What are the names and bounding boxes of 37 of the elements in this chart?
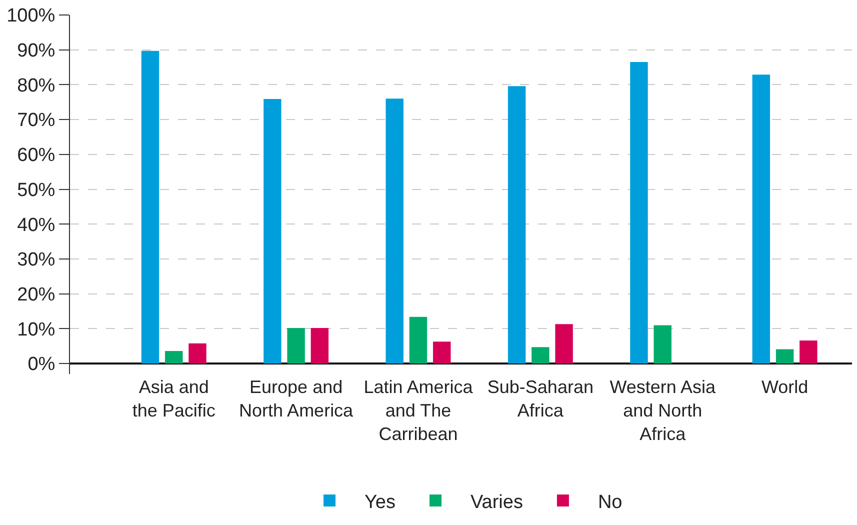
bar — [508, 86, 526, 364]
x-tick-label: World — [761, 377, 808, 397]
bar — [752, 74, 770, 364]
y-tick-label: 50% — [17, 180, 56, 201]
bar — [287, 328, 305, 364]
bar — [264, 99, 282, 364]
x-tick-label: Sub-Saharan Africa — [487, 377, 594, 420]
bar — [386, 98, 404, 364]
bar — [141, 50, 160, 364]
x-tick-label: Asia and the Pacific — [132, 377, 216, 420]
y-tick-label: 100% — [6, 6, 56, 27]
y-tick-label: 30% — [17, 250, 56, 271]
y-tick-label: 10% — [17, 319, 56, 340]
x-tick-label: Europe and North America — [239, 377, 354, 420]
y-tick-label: 40% — [17, 214, 56, 236]
bar — [532, 347, 550, 364]
x-tick-label: Western Asia and North Africa — [610, 377, 716, 444]
y-tick-label: 70% — [17, 110, 56, 132]
legend-label: Yes — [364, 492, 396, 513]
bar — [800, 340, 818, 364]
y-tick-label: 60% — [17, 145, 56, 166]
y-tick-label: 90% — [17, 40, 56, 62]
bar — [310, 328, 329, 364]
bar — [555, 324, 573, 364]
bar — [776, 349, 794, 364]
bar — [654, 325, 672, 364]
legend-label: Varies — [470, 492, 523, 513]
x-tick-label: Latin America and The Carribean — [364, 377, 474, 444]
bar — [188, 343, 206, 364]
bar — [409, 316, 428, 364]
legend-label: No — [598, 492, 622, 513]
y-tick-label: 20% — [17, 284, 56, 306]
bar — [165, 351, 183, 364]
y-tick-label: 80% — [17, 75, 56, 96]
bar — [630, 62, 648, 364]
y-tick-label: 0% — [28, 354, 56, 376]
bar — [433, 342, 451, 364]
